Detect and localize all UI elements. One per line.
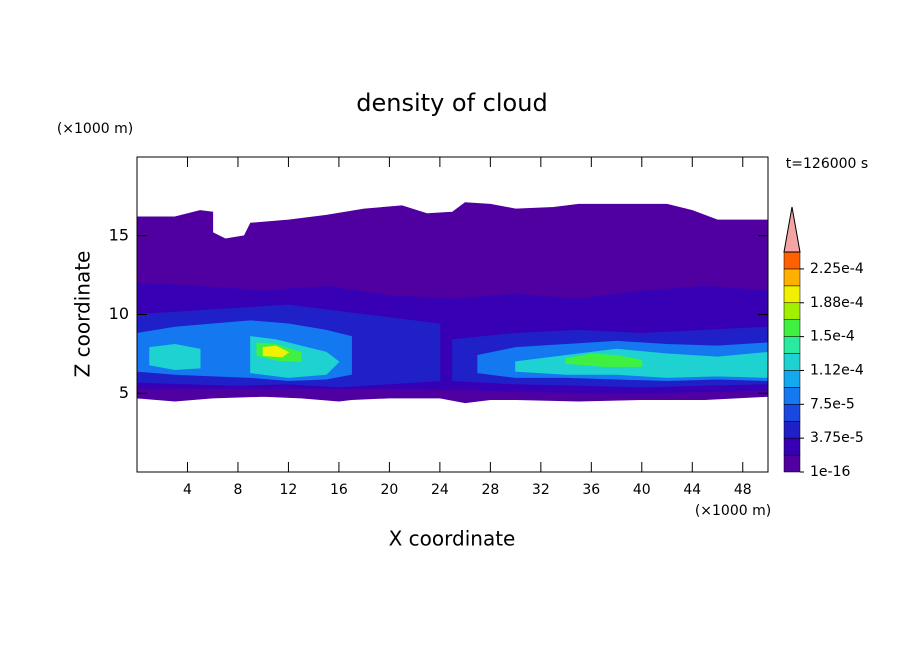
- y-tick-label: 5: [119, 383, 129, 402]
- x-tick-label: 8: [233, 482, 242, 498]
- contour-region: [149, 344, 201, 371]
- x-tick-label: 36: [582, 482, 600, 498]
- contour-region: [262, 345, 290, 358]
- colorbar-swatch: [783, 251, 801, 270]
- colorbar-tick-label: 1e-16: [810, 464, 850, 480]
- x-unit: (×1000 m): [695, 503, 771, 519]
- x-tick-label: 4: [183, 482, 192, 498]
- colorbar-swatch: [783, 302, 801, 320]
- x-tick-label: 12: [280, 482, 298, 498]
- colorbar-swatch: [783, 387, 801, 405]
- colorbar-swatch: [783, 319, 801, 337]
- colorbar-extend: [783, 206, 801, 253]
- annotation: t=126000 s: [786, 156, 868, 172]
- x-tick-label: 28: [481, 482, 499, 498]
- x-tick-label: 32: [532, 482, 550, 498]
- x-tick-label: 44: [683, 482, 701, 498]
- y-axis-label: Z coordinate: [71, 251, 95, 378]
- colorbar-swatch: [783, 437, 801, 456]
- colorbar-swatch: [783, 370, 801, 388]
- contour-region: [565, 353, 643, 367]
- colorbar-tick-label: 1.5e-4: [810, 329, 855, 345]
- colorbar-tick-label: 2.25e-4: [810, 261, 864, 277]
- colorbar-tick-label: 1.88e-4: [810, 295, 864, 311]
- y-tick-label: 10: [109, 304, 129, 323]
- x-tick-label: 24: [431, 482, 449, 498]
- colorbar-swatch: [783, 420, 801, 439]
- y-tick-label: 15: [109, 225, 129, 244]
- colorbar-tick-label: 7.5e-5: [810, 396, 855, 412]
- x-tick-label: 16: [330, 482, 348, 498]
- colorbar-tick-label: 3.75e-5: [810, 430, 864, 446]
- x-axis-label: X coordinate: [389, 527, 516, 551]
- colorbar-tick-label: 1.12e-4: [810, 362, 864, 378]
- colorbar-swatch: [783, 353, 801, 371]
- x-tick-label: 20: [380, 482, 398, 498]
- x-tick-label: 48: [734, 482, 752, 498]
- colorbar-swatch: [783, 285, 801, 304]
- chart-title: density of cloud: [356, 89, 547, 117]
- colorbar-swatch: [783, 404, 801, 422]
- y-unit: (×1000 m): [57, 121, 133, 137]
- x-tick-label: 40: [633, 482, 651, 498]
- colorbar-swatch: [783, 336, 801, 354]
- colorbar-swatch: [783, 454, 801, 473]
- colorbar-swatch: [783, 268, 801, 287]
